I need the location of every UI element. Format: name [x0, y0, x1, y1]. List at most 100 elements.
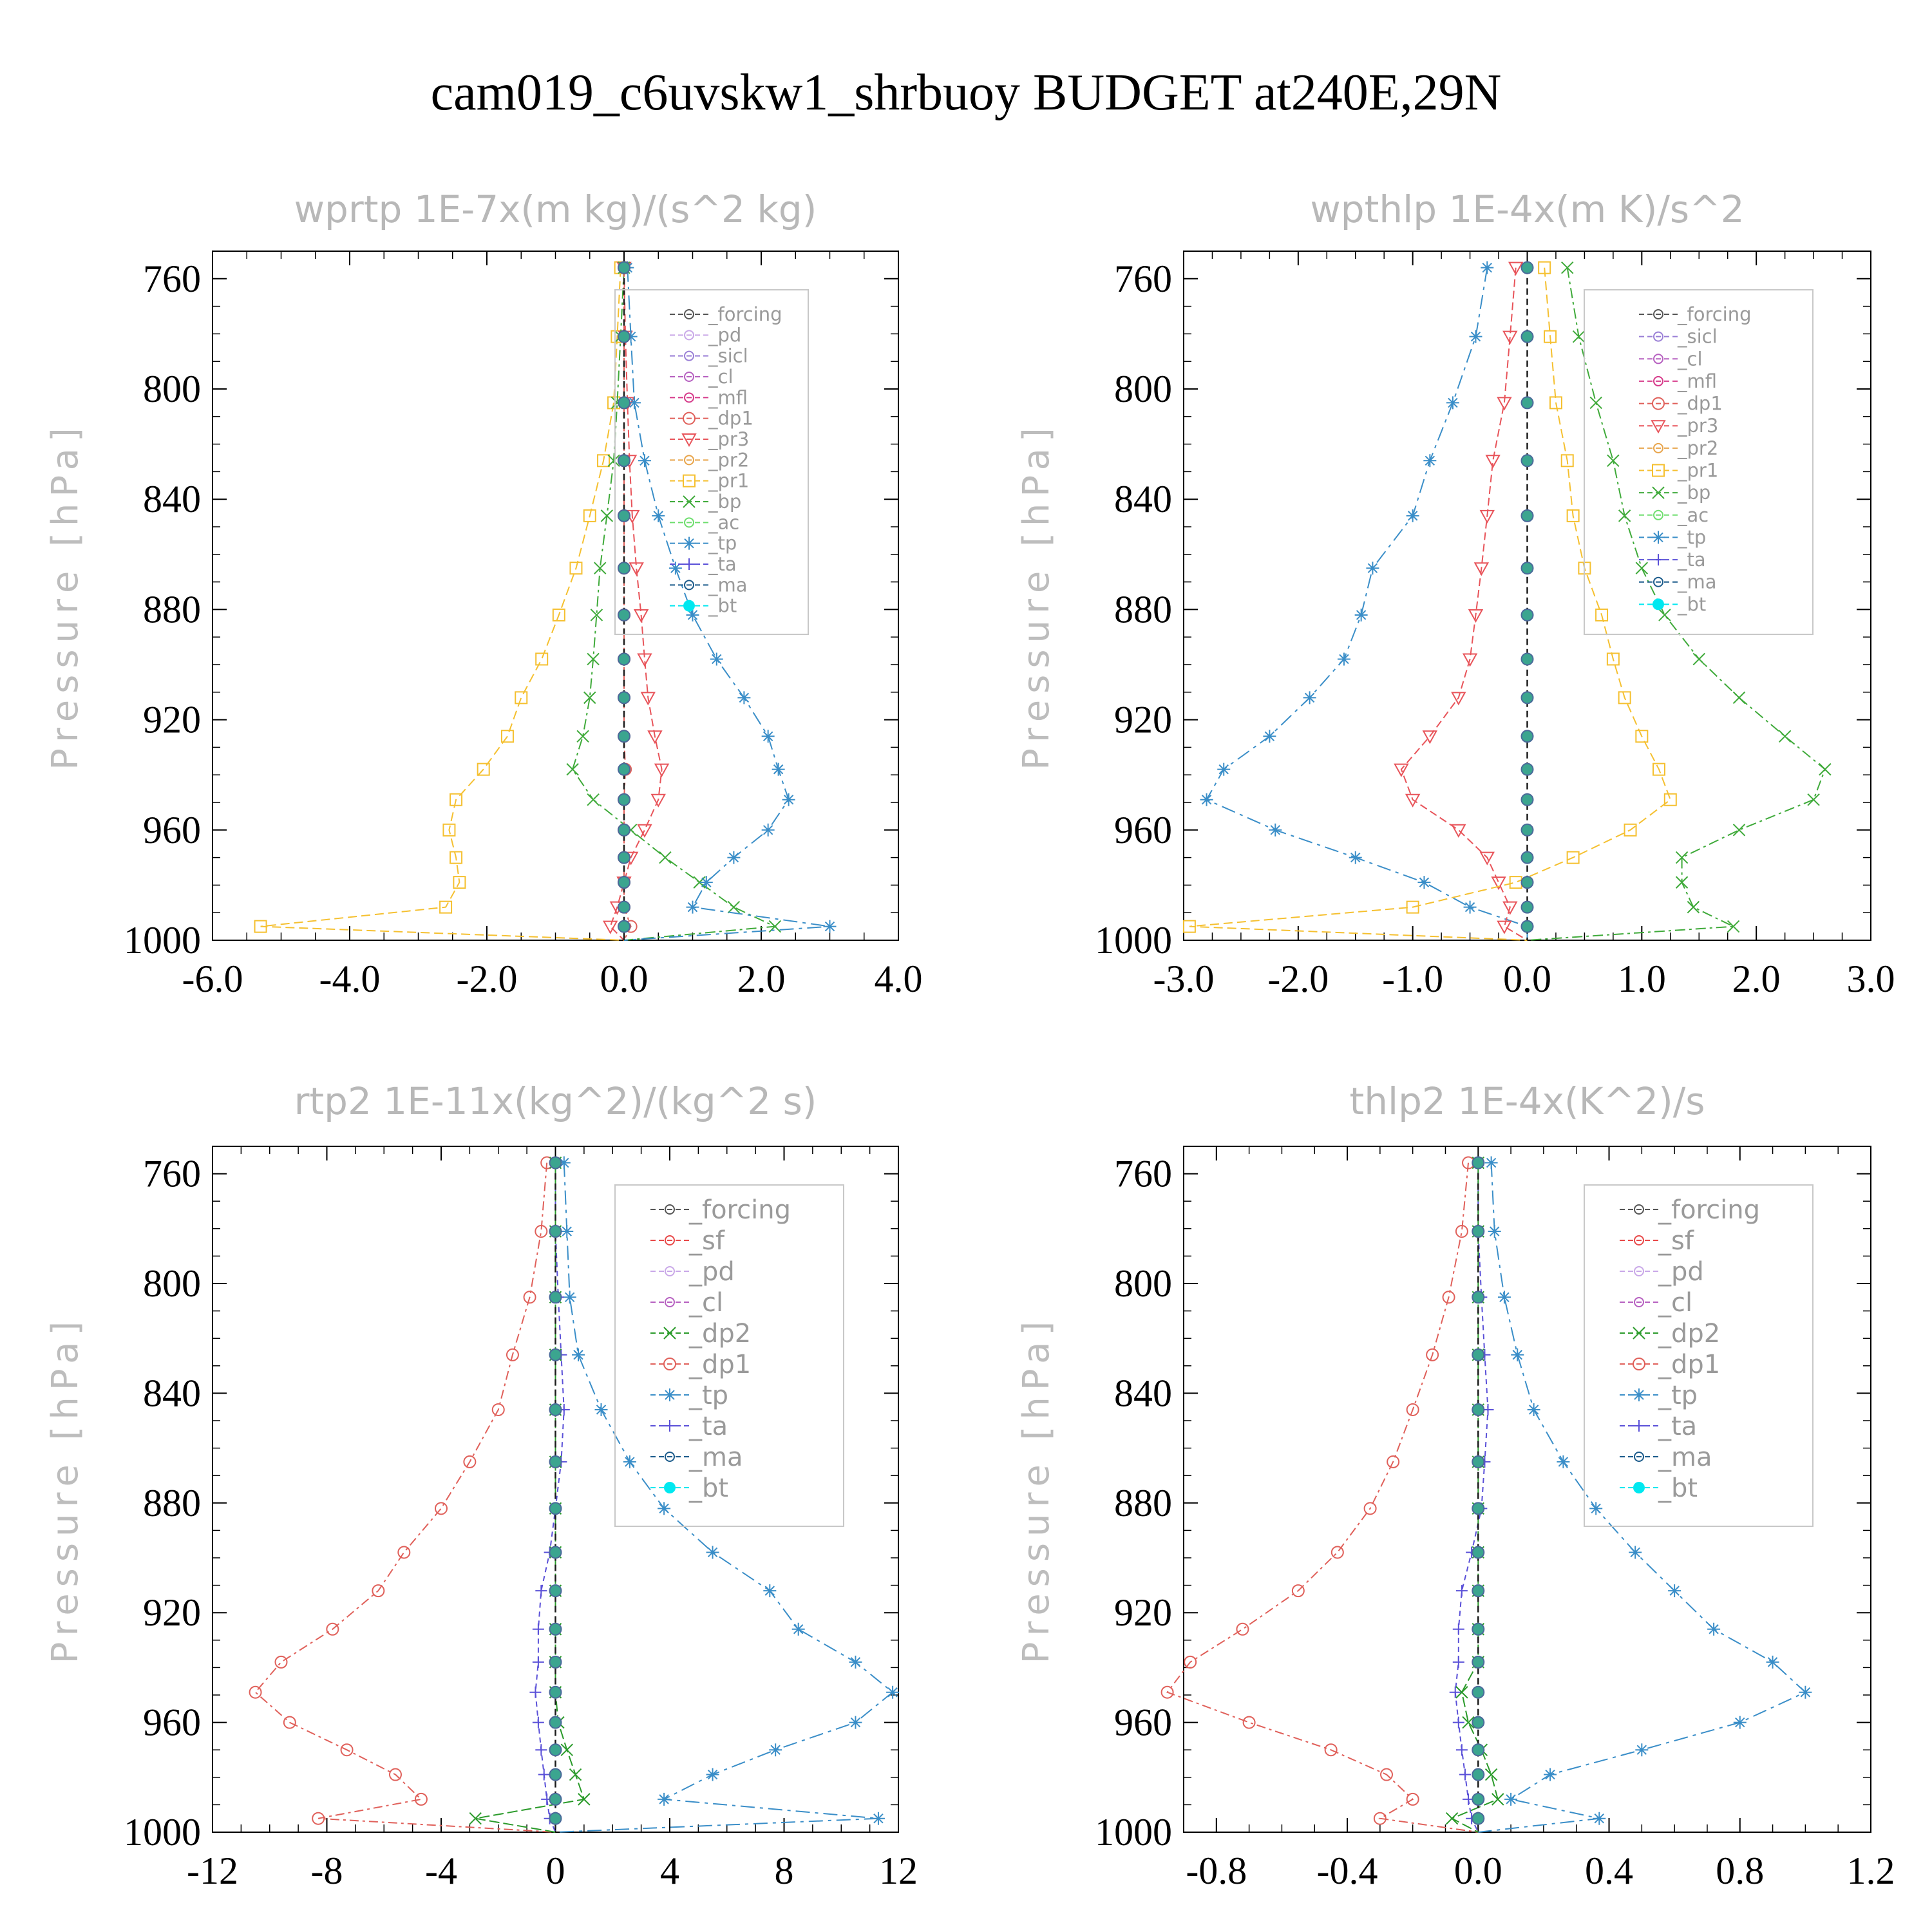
data-point-pr1 [1182, 920, 1196, 933]
data-point-bt [1520, 691, 1534, 705]
panel-2: wpthlp 1E-4x(m K)/s^2 Pressure [hPa] -3.0 -… [1016, 187, 1895, 1000]
data-point-pr1 [450, 851, 463, 864]
data-point-tp [1511, 1348, 1524, 1361]
data-point-bt [549, 1225, 562, 1238]
legend-entry: _ta [688, 1412, 728, 1441]
y-tick-label: 880 [1114, 1482, 1172, 1524]
data-point-tp [686, 900, 699, 914]
legend: _forcing_sf_pd_cl_dp2_dp1_tp_ta_ma_bt [614, 1184, 844, 1527]
legend-key-marker [1633, 1358, 1645, 1370]
data-point-bp [1778, 730, 1792, 743]
data-point-bt [1472, 1291, 1485, 1304]
data-point-ta [535, 1744, 547, 1756]
data-point-dp2 [569, 1768, 582, 1781]
legend: _forcing_sf_pd_cl_dp2_dp1_tp_ta_ma_bt [1584, 1184, 1814, 1527]
data-point-bp [1675, 876, 1689, 889]
data-point-tp [652, 509, 665, 522]
data-point-pr1 [442, 823, 456, 837]
data-point-bt [1472, 1156, 1485, 1170]
legend-entry: _ma [1677, 571, 1717, 593]
legend-entry: _dp1 [1677, 393, 1723, 415]
x-tick-label: -4 [425, 1850, 457, 1892]
data-point-tp [1799, 1685, 1812, 1699]
data-point-bp [576, 730, 589, 743]
data-point-bt [1472, 1792, 1485, 1806]
data-point-pr1 [1544, 330, 1557, 343]
x-tick-label: -3.0 [1153, 958, 1215, 1000]
legend-key-marker [1652, 397, 1665, 410]
data-point-ta [532, 1716, 544, 1728]
data-point-dp1 [372, 1584, 385, 1598]
data-point-tp [1269, 823, 1282, 837]
data-point-tp [1707, 1622, 1721, 1636]
legend-entry: _tp [1658, 1381, 1698, 1410]
data-point-pr3 [1468, 609, 1484, 623]
plot-frame [1183, 1146, 1871, 1833]
y-tick-label: 800 [143, 1262, 201, 1305]
data-point-tp [1406, 509, 1419, 522]
data-point-dp1 [506, 1348, 519, 1361]
legend: _forcing_sicl_cl_mfl_dp1_pr3_pr2_pr1_bp_… [1584, 289, 1814, 635]
legend-entry: _forcing [708, 303, 782, 325]
data-point-pr1 [1406, 900, 1419, 914]
data-point-bp [1692, 652, 1705, 666]
y-tick-label: 920 [1114, 699, 1172, 741]
data-point-pr1 [1635, 730, 1649, 743]
data-point-ta [538, 1768, 550, 1781]
data-point-bt [1520, 509, 1534, 522]
panel-3: rtp2 1E-11x(kg^2)/(kg^2 s) Pressure [hPa]… [44, 1079, 918, 1892]
legend-key-marker [683, 412, 696, 425]
data-point-tp [1349, 851, 1362, 864]
series-line-pr3 [609, 267, 663, 941]
data-point-bp [727, 900, 741, 914]
data-point-bp [1732, 691, 1746, 705]
series-line-tp [1206, 267, 1528, 940]
figure-title: cam019_c6uvskw1_shrbuoy BUDGET at240E,29… [431, 64, 1502, 121]
x-tick-label: -1.0 [1382, 958, 1443, 1000]
data-point-bt [618, 691, 630, 705]
legend-key-marker [1633, 1420, 1645, 1432]
y-axis-label: Pressure [hPa] [1016, 421, 1057, 770]
x-tick-label: -0.4 [1317, 1850, 1378, 1892]
x-tick-label: 4 [660, 1850, 679, 1892]
data-point-dp1 [1331, 1546, 1344, 1559]
data-point-pr1 [477, 762, 490, 776]
data-point-tp [1593, 1812, 1606, 1825]
series-line-dp2 [475, 1162, 585, 1833]
data-point-tp [638, 454, 651, 468]
data-point-bt [618, 396, 630, 410]
legend-entry: _pd [1658, 1257, 1704, 1287]
data-point-tp [1481, 261, 1494, 274]
legend-key-marker [683, 558, 695, 570]
legend-entry: _ma [1658, 1443, 1712, 1472]
data-point-bt [618, 608, 630, 621]
data-point-pr3 [1422, 730, 1438, 744]
data-point-tp [782, 793, 795, 806]
data-point-bt [1472, 1546, 1485, 1559]
panel-1: wprtp 1E-7x(m kg)/(s^2 kg) Pressure [hPa]… [44, 187, 923, 1000]
legend-key-marker [1652, 531, 1665, 544]
x-tick-label: 0.4 [1585, 1850, 1633, 1892]
data-point-bt [549, 1348, 562, 1361]
data-point-tp [1366, 562, 1379, 575]
data-point-pr3 [637, 824, 652, 838]
data-point-pr3 [1479, 851, 1495, 866]
legend-box [1584, 289, 1814, 635]
data-point-pr3 [637, 653, 652, 667]
data-point-bt [618, 920, 630, 933]
data-point-dp1 [1455, 1225, 1468, 1238]
legend-key-marker [684, 580, 694, 591]
legend-entry: _bt [1677, 593, 1706, 615]
data-point-tp [737, 691, 751, 705]
legend-key-marker [684, 309, 694, 319]
legend-key-marker [1653, 375, 1663, 386]
data-point-tp [871, 1812, 885, 1825]
data-point-bt [549, 1685, 562, 1699]
data-point-pr1 [535, 652, 549, 666]
data-point-pr3 [647, 730, 663, 744]
data-point-bt [1520, 608, 1534, 621]
legend-entry: _forcing [1677, 303, 1752, 325]
data-point-pr1 [597, 454, 611, 468]
legend-entry: _bt [708, 595, 737, 617]
data-point-bp [1732, 824, 1746, 837]
